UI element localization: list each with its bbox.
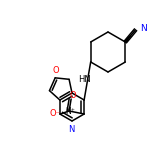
Text: O⁻: O⁻ bbox=[50, 109, 61, 119]
Text: O: O bbox=[70, 90, 76, 100]
Polygon shape bbox=[125, 36, 130, 43]
Text: N⁺: N⁺ bbox=[65, 107, 75, 116]
Text: N: N bbox=[68, 125, 74, 134]
Text: O: O bbox=[53, 66, 59, 75]
Text: HN: HN bbox=[78, 74, 91, 83]
Text: N: N bbox=[141, 24, 147, 33]
